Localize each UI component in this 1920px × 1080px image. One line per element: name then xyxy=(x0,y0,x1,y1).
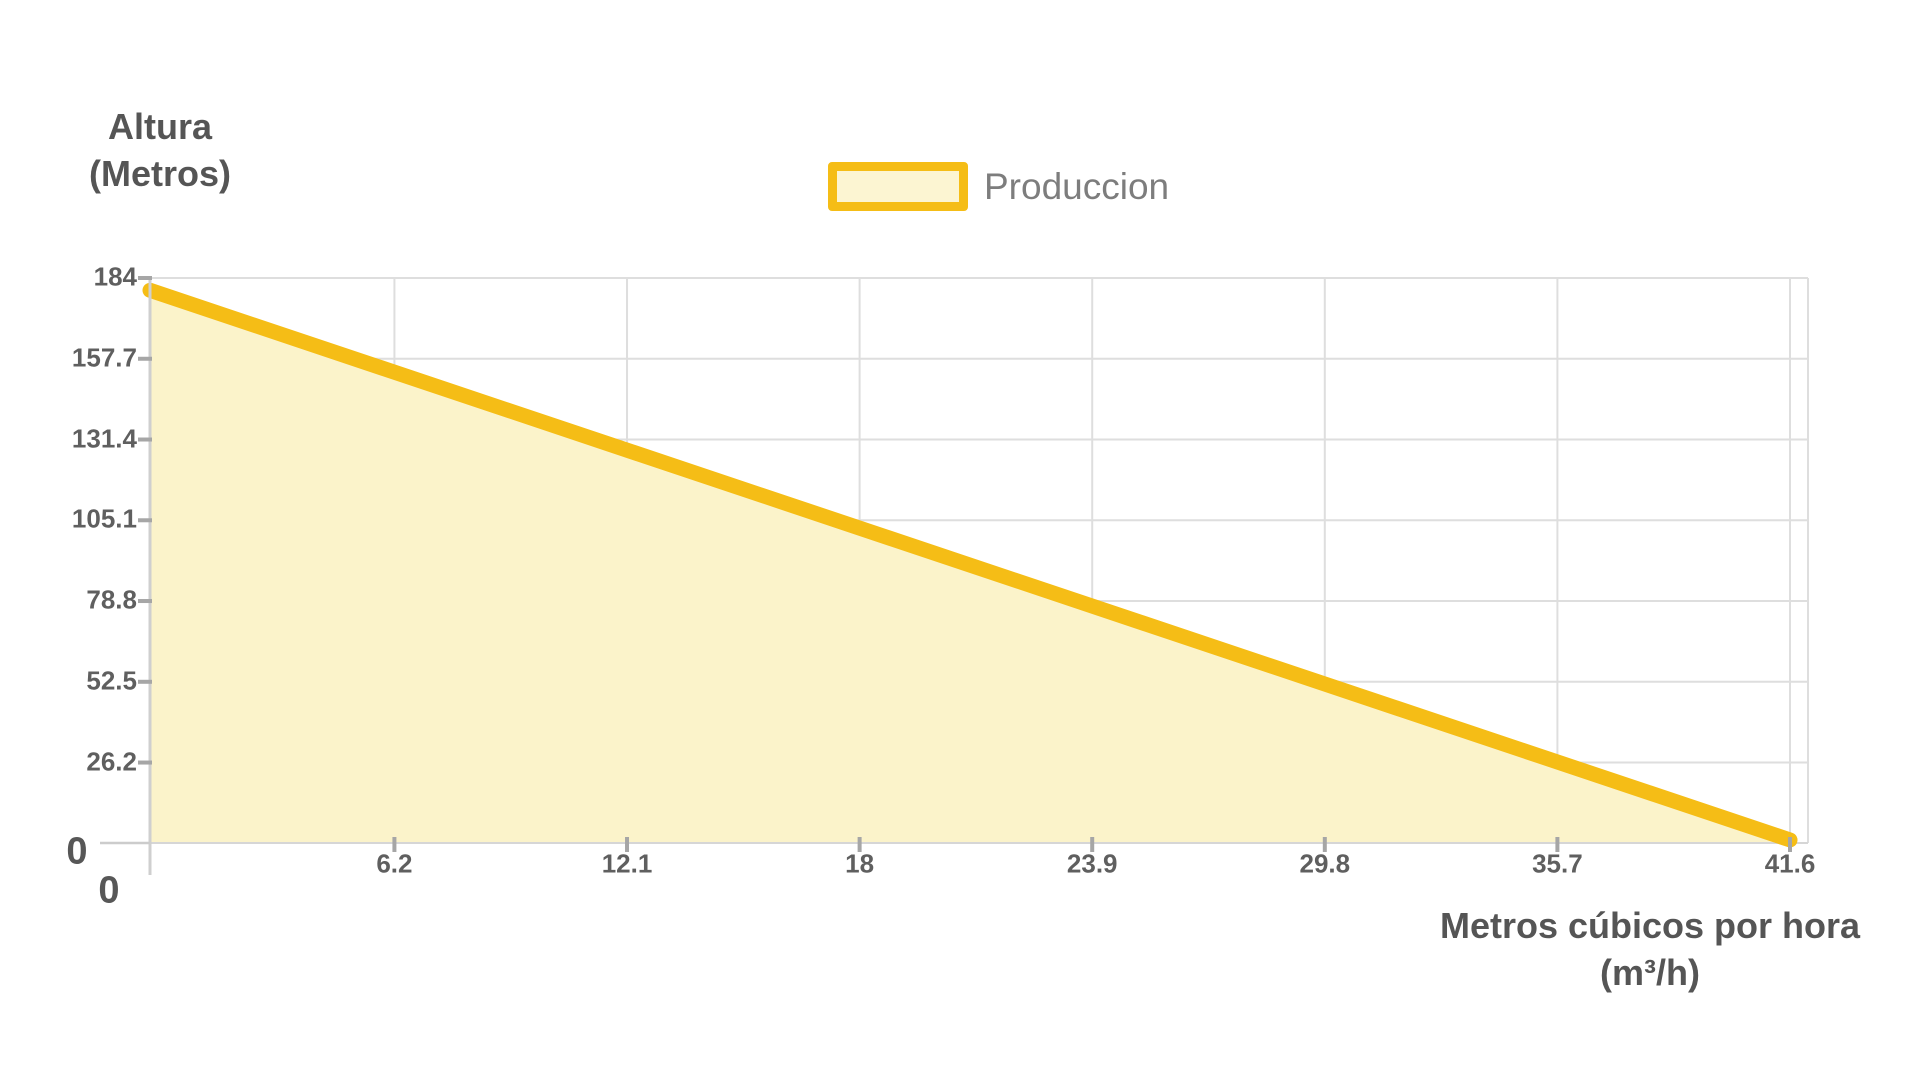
x-tick-label-zero: 0 xyxy=(98,869,120,912)
x-tick-label: 23.9 xyxy=(1066,848,1118,879)
legend-swatch-produccion xyxy=(828,162,968,211)
y-tick-label-zero: 0 xyxy=(66,830,88,873)
y-tick-label: 157.7 xyxy=(71,342,137,373)
x-tick-label: 41.6 xyxy=(1764,848,1816,879)
y-tick-label: 26.2 xyxy=(86,745,137,776)
x-axis-title: Metros cúbicos por hora (m³/h) xyxy=(1440,902,1860,996)
produccion-line xyxy=(142,282,1798,848)
y-axis-title: Altura (Metros) xyxy=(89,103,231,197)
y-tick-label: 52.5 xyxy=(86,665,137,696)
legend-label-produccion: Produccion xyxy=(984,165,1170,207)
x-tick-label: 12.1 xyxy=(601,848,653,879)
legend: Produccion xyxy=(828,162,1169,211)
x-tick-label: 6.2 xyxy=(376,848,413,879)
y-axis-title-line1: Altura xyxy=(107,106,212,147)
y-tick-label: 78.8 xyxy=(86,584,137,615)
y-axis-title-line2: (Metros) xyxy=(89,153,231,194)
y-tick-label: 184 xyxy=(93,261,137,292)
x-axis-title-line2: (m³/h) xyxy=(1600,952,1700,993)
x-axis-title-line1: Metros cúbicos por hora xyxy=(1439,905,1861,946)
x-tick-label: 29.8 xyxy=(1299,848,1351,879)
x-tick-label: 35.7 xyxy=(1532,848,1583,879)
y-tick-label: 131.4 xyxy=(71,422,137,453)
x-tick-label: 18 xyxy=(845,848,875,879)
y-tick-label: 105.1 xyxy=(71,503,137,534)
